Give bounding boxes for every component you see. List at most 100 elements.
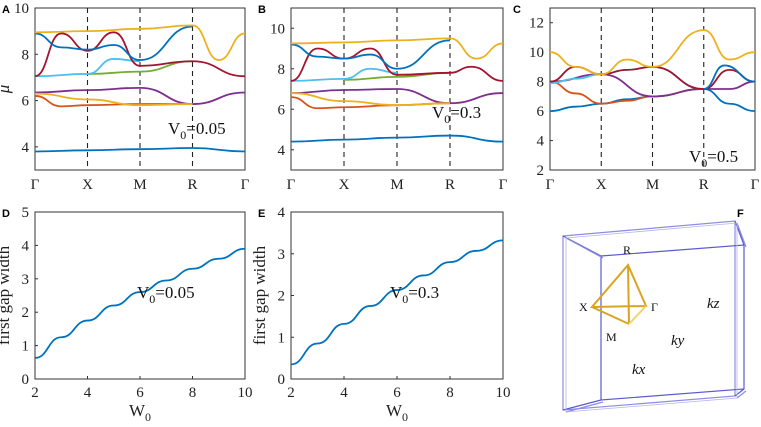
y-tick-label: 4 (537, 134, 545, 150)
x-tick-label: Γ (499, 177, 508, 193)
x-tick-label: M (133, 177, 146, 193)
x-tick-label: Γ (31, 177, 40, 193)
x-tick-label: 2 (287, 385, 295, 401)
x-tick-label: Γ (751, 177, 760, 193)
x-tick-label: 6 (136, 385, 144, 401)
x-tick-label: M (390, 177, 403, 193)
y-tick-label: 6 (537, 104, 545, 120)
brillouin-zone-diagram (562, 220, 747, 413)
panel-letter-e: E (258, 208, 265, 220)
x-tick-label: X (82, 177, 93, 193)
x-tick-label: 4 (84, 385, 92, 401)
series-line (703, 64, 756, 90)
x-tick-label: 2 (31, 385, 39, 401)
x-tick-label: 10 (238, 385, 253, 401)
y-tick-label: 10 (529, 45, 544, 61)
panel-letter-a: A (2, 4, 10, 16)
y-tick-label: 8 (278, 62, 286, 78)
bz-point-r: R (623, 243, 631, 257)
gap-chart-d: 2 4 6 8 10 0 1 2 3 4 5 first gap width W0 (0, 205, 253, 424)
y-tick-label: 8 (22, 47, 30, 63)
brillouin-path (589, 263, 648, 325)
annotation-d: V0=0.05 (137, 283, 195, 306)
band-chart-b: Γ X M R Γ 4 6 8 10 (270, 7, 508, 193)
y-tick-label: 8 (537, 75, 545, 91)
annotation-a: V0=0.05 (168, 119, 226, 142)
x-tick-label: X (596, 177, 607, 193)
series-line (549, 29, 756, 76)
panel-letter-f: F (737, 208, 744, 220)
series-line (290, 37, 504, 60)
bz-axis-ky: ky (671, 333, 685, 349)
series-line (34, 58, 141, 78)
y-tick-label: 2 (278, 289, 286, 305)
cube-depth-edges-inner (565, 222, 747, 413)
bz-axis-kx: kx (632, 362, 646, 378)
y-tick-label: 1 (278, 330, 286, 346)
x-tick-label: X (339, 177, 350, 193)
series-line (290, 239, 504, 366)
series-line (34, 86, 246, 105)
x-tick-label: Γ (287, 177, 296, 193)
annotation-c: V0=0.5 (689, 147, 738, 170)
bz-point-x: X (579, 300, 588, 314)
x-tick-label: M (646, 177, 659, 193)
y-tick-label: 10 (270, 21, 285, 37)
x-tick-label: 4 (340, 385, 348, 401)
series-line (34, 25, 193, 61)
y-tick-label: 0 (278, 372, 286, 388)
bz-axis-kz: kz (707, 296, 720, 312)
x-tick-label: 8 (446, 385, 454, 401)
panel-letter-b: B (258, 4, 266, 16)
series-line (290, 88, 504, 105)
series-line (290, 67, 398, 82)
y-tick-label: 4 (278, 205, 286, 221)
x-axis-label: W0 (386, 401, 408, 424)
y-axis-label: first gap width (250, 245, 269, 345)
series-line (87, 60, 193, 75)
x-tick-label: 8 (189, 385, 197, 401)
y-tick-label: 4 (278, 143, 286, 159)
y-tick-label: 6 (278, 102, 286, 118)
y-tick-label: 1 (22, 339, 30, 355)
series-line (34, 24, 246, 61)
bz-point-m: M (606, 330, 617, 344)
panel-letter-d: D (2, 208, 10, 220)
series-line (290, 39, 451, 70)
y-axis-label: μ (0, 85, 13, 95)
x-tick-label: 10 (496, 385, 511, 401)
y-tick-label: 2 (537, 163, 545, 179)
cube-front-face (600, 244, 745, 401)
y-tick-label: 4 (22, 238, 30, 254)
annotation-b: V0=0.3 (432, 103, 481, 126)
y-tick-label: 3 (22, 272, 30, 288)
y-tick-label: 12 (529, 16, 544, 32)
y-tick-label: 5 (22, 205, 30, 221)
y-tick-label: 3 (278, 247, 286, 263)
series-line (290, 134, 504, 143)
series-line (290, 92, 451, 107)
y-tick-label: 2 (22, 305, 30, 321)
x-tick-label: R (445, 177, 455, 193)
y-tick-label: 4 (22, 140, 30, 156)
bz-point-gamma: Γ (651, 300, 658, 314)
cube-back-face-inner (565, 222, 738, 413)
x-tick-label: Γ (546, 177, 555, 193)
x-tick-label: R (699, 177, 709, 193)
annotation-e: V0=0.3 (390, 283, 439, 306)
y-axis-label: first gap width (0, 245, 13, 345)
x-tick-label: 6 (393, 385, 401, 401)
series-line (34, 92, 193, 107)
band-chart-a: Γ X M R Γ 4 6 8 10 μ (0, 1, 250, 193)
gap-chart-e: 2 4 6 8 10 0 1 2 3 4 first gap width W0 (250, 205, 511, 424)
y-tick-label: 6 (22, 94, 30, 110)
x-tick-label: R (187, 177, 197, 193)
series-line (34, 147, 246, 153)
series-line (34, 95, 193, 108)
cube-depth-edges (562, 220, 745, 411)
series-line (34, 31, 246, 78)
panel-letter-c: C (513, 4, 521, 16)
y-tick-label: 0 (22, 372, 30, 388)
